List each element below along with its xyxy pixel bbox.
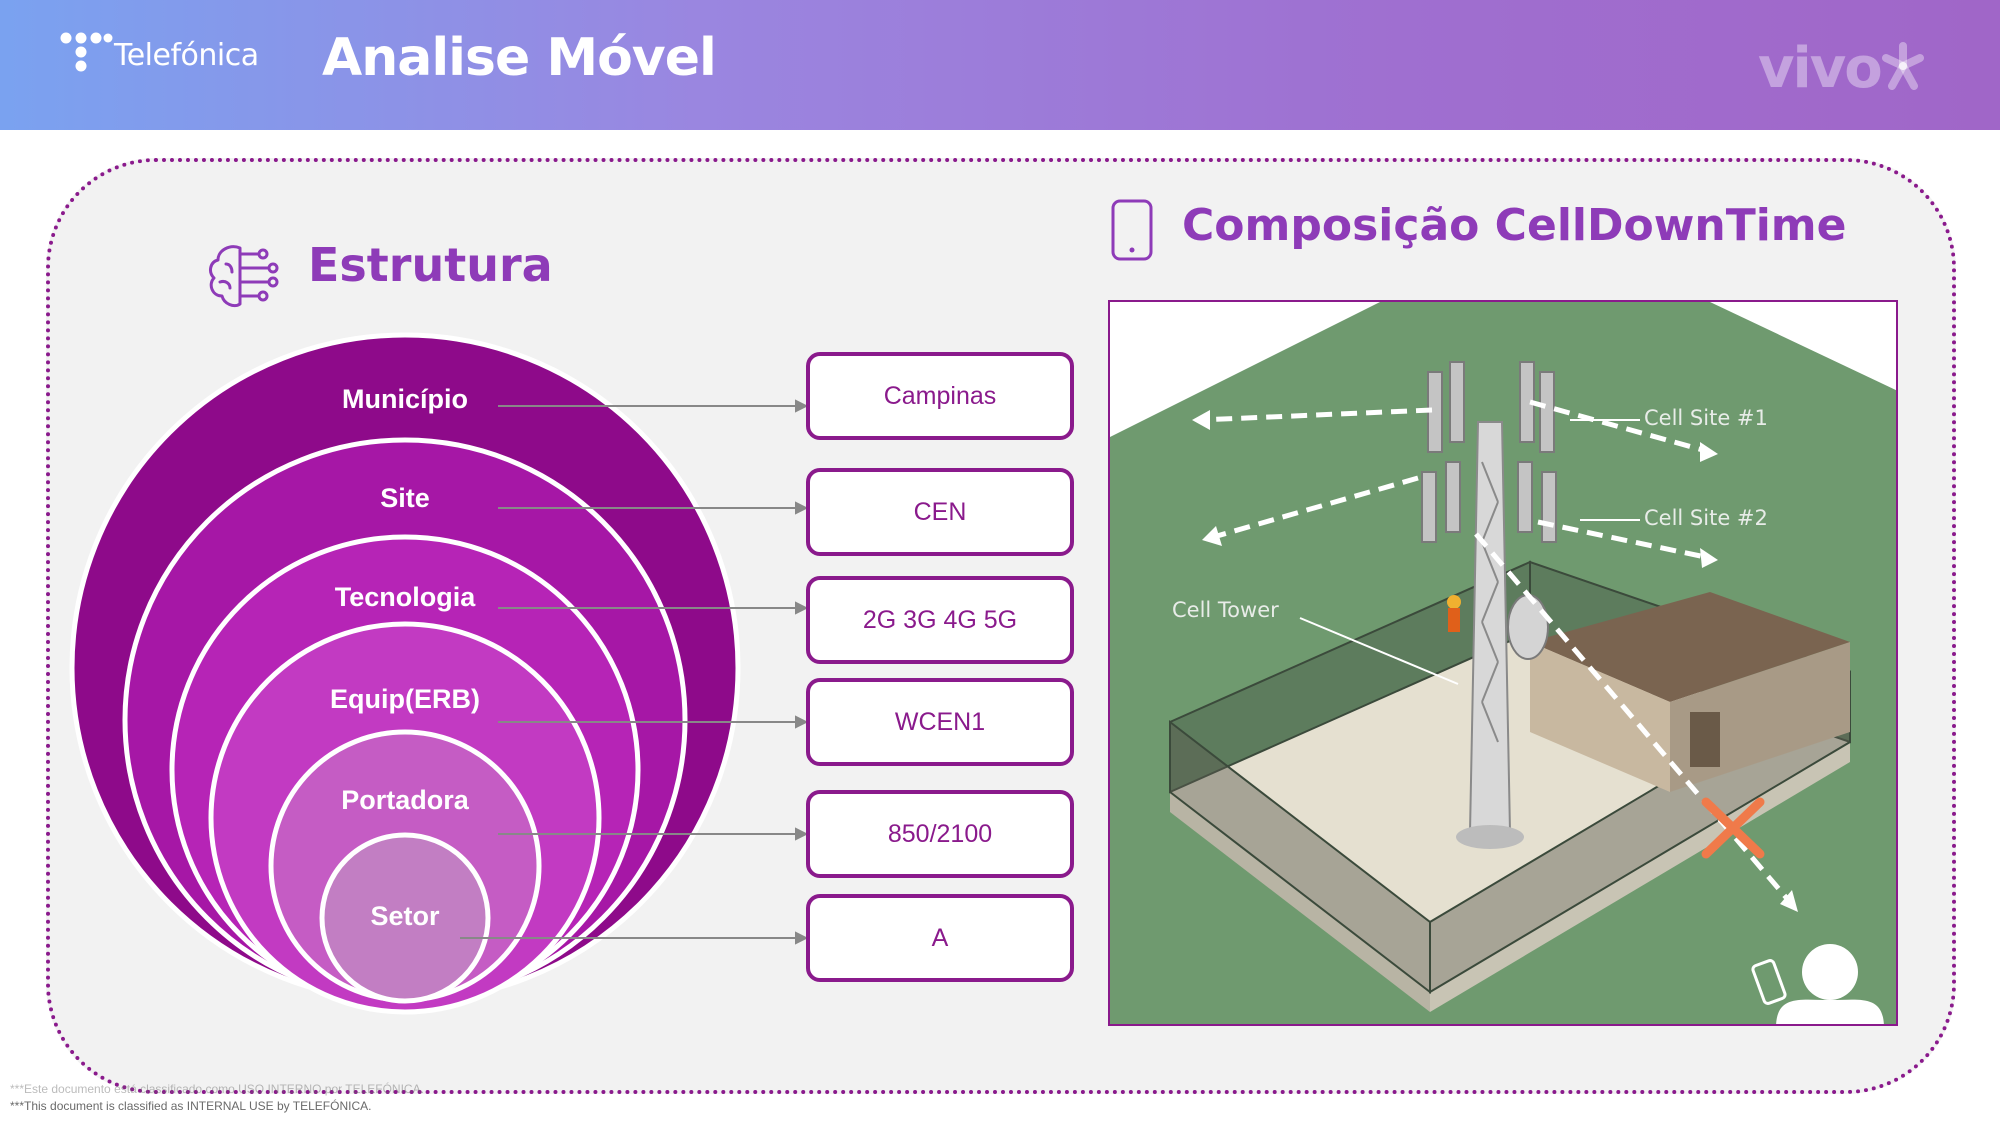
vivo-logo: vivo xyxy=(1758,36,1881,101)
value-box-setor: A xyxy=(806,894,1074,982)
label-site: Site xyxy=(255,483,555,514)
value-box-portadora: 850/2100 xyxy=(806,790,1074,878)
label-portadora: Portadora xyxy=(255,785,555,816)
brain-network-icon xyxy=(206,242,286,310)
label-cell-site-1: Cell Site #1 xyxy=(1644,406,1768,430)
value-box-equip: WCEN1 xyxy=(806,678,1074,766)
value-box-tecnologia: 2G 3G 4G 5G xyxy=(806,576,1074,664)
header-banner: Telefónica Analise Móvel vivo xyxy=(0,0,2000,130)
footer-note-en: ***This document is classified as INTERN… xyxy=(10,1099,371,1113)
label-setor: Setor xyxy=(255,901,555,932)
label-equip: Equip(ERB) xyxy=(255,684,555,715)
cell-tower-scene-icon xyxy=(1110,302,1898,1026)
value-box-site: CEN xyxy=(806,468,1074,556)
label-cell-tower: Cell Tower xyxy=(1172,598,1279,622)
page-title: Analise Móvel xyxy=(322,28,716,88)
value-box-municipio: Campinas xyxy=(806,352,1074,440)
vivo-star-icon xyxy=(1880,40,1926,92)
label-cell-site-2: Cell Site #2 xyxy=(1644,506,1768,530)
brand-name: Telefónica xyxy=(114,38,259,73)
footer-note-pt: ***Este documento está classificado como… xyxy=(10,1082,424,1096)
telefonica-logo-icon xyxy=(60,30,120,80)
estrutura-title: Estrutura xyxy=(308,238,553,292)
label-municipio: Município xyxy=(255,384,555,415)
label-tecnologia: Tecnologia xyxy=(255,582,555,613)
cell-tower-illustration: Cell Site #1 Cell Site #2 Cell Tower xyxy=(1108,300,1898,1026)
smartphone-icon xyxy=(1110,198,1154,262)
celldowntime-title: Composição CellDownTime xyxy=(1182,200,1847,251)
